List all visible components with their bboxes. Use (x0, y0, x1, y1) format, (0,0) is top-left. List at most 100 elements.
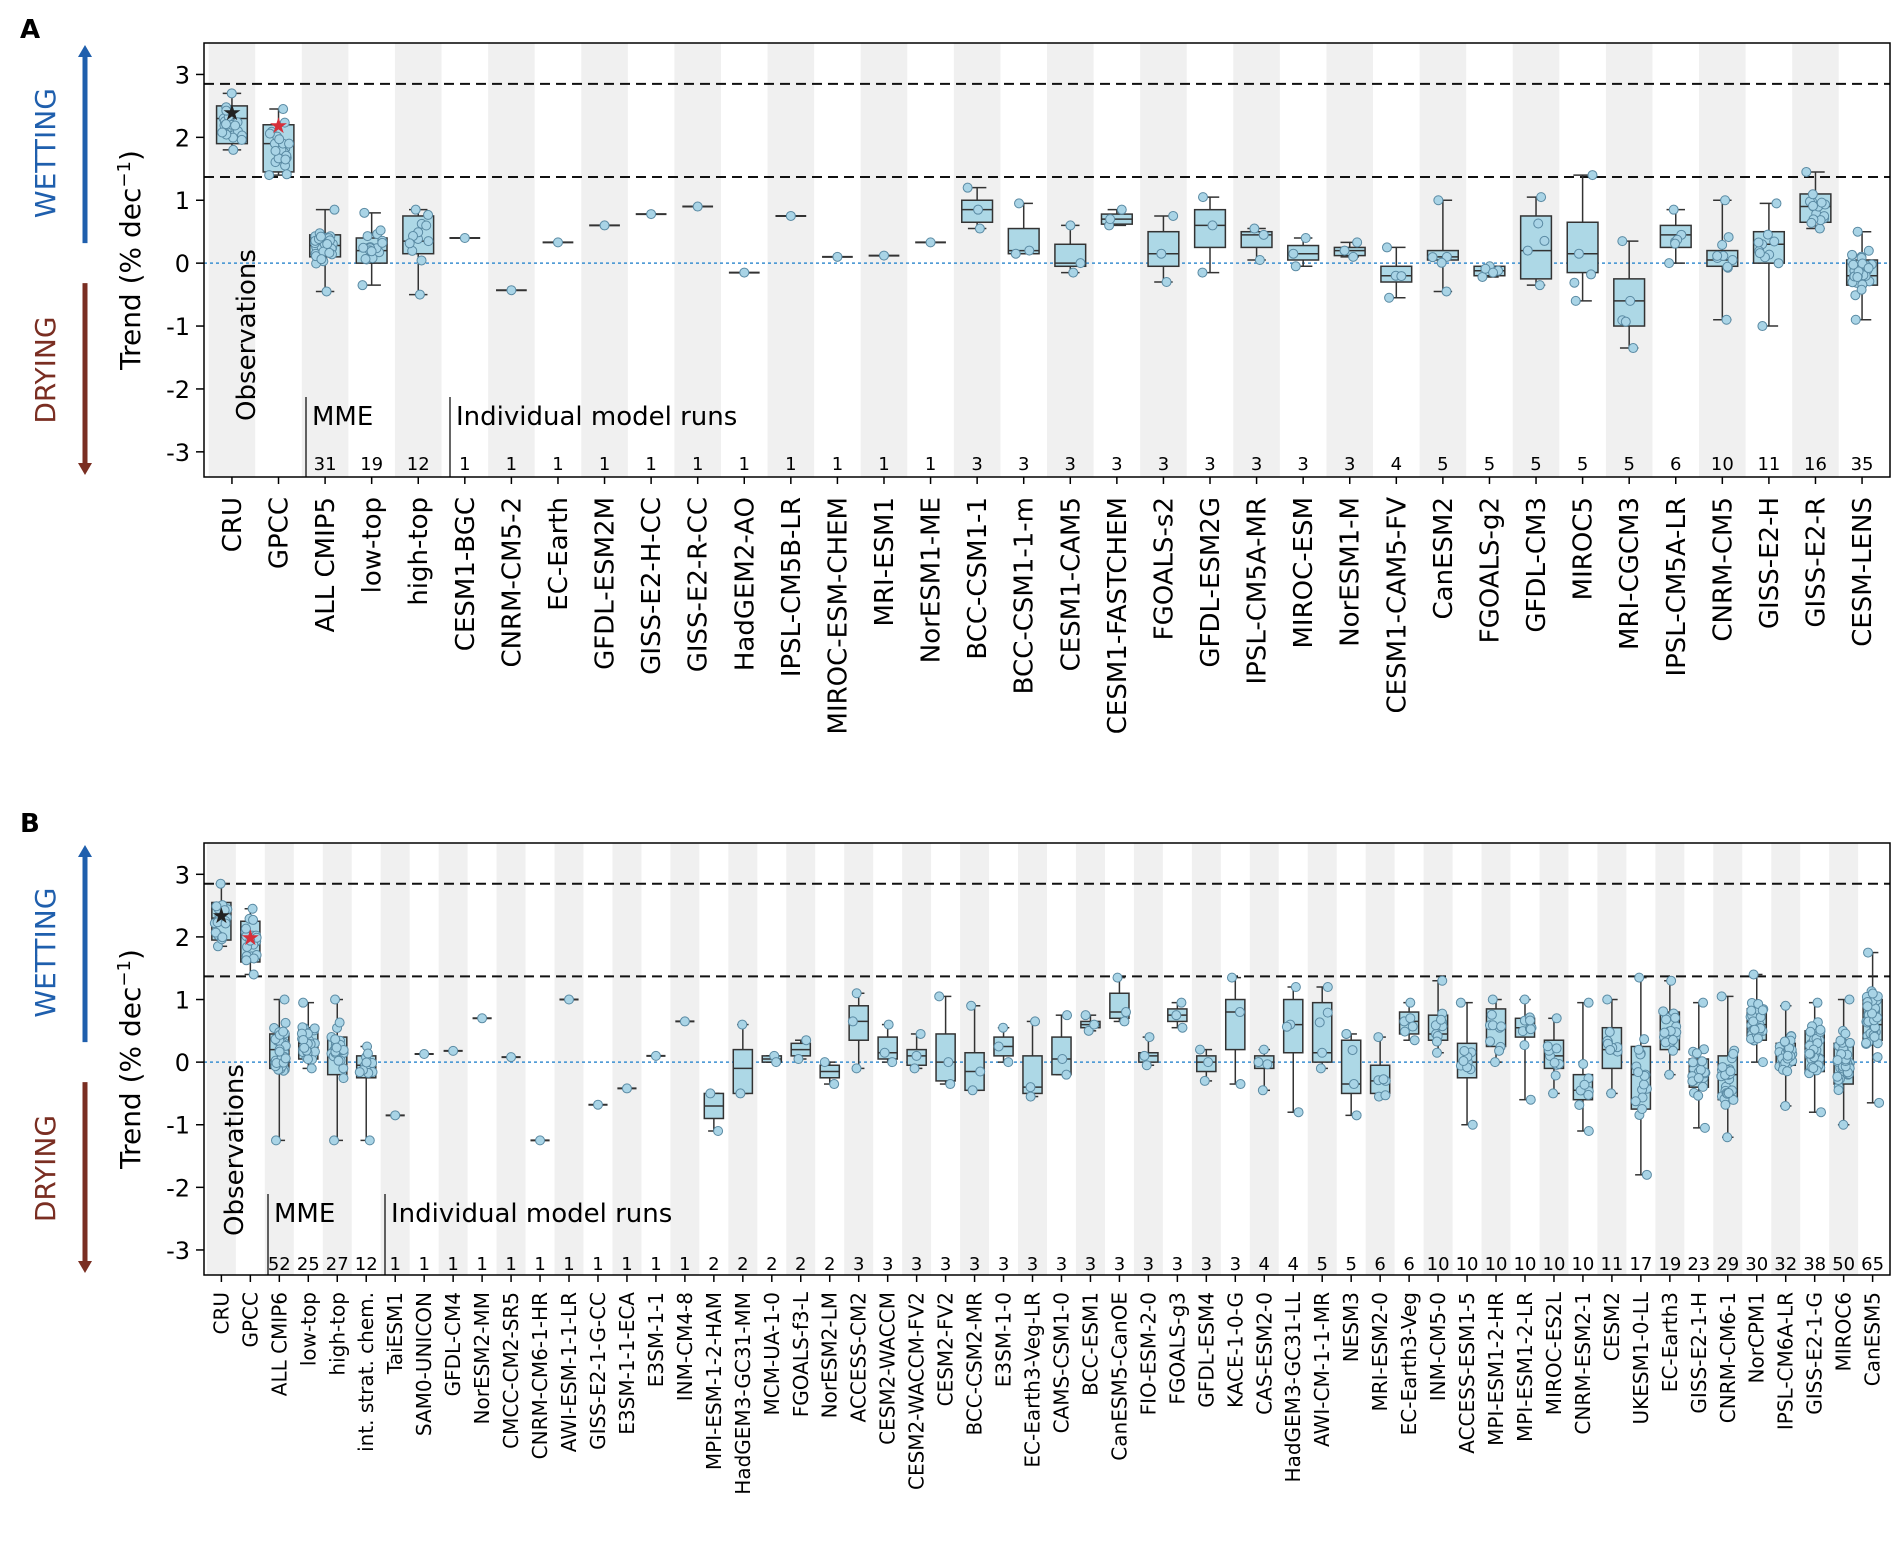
data-point (1380, 1090, 1391, 1101)
data-point (887, 1057, 898, 1068)
data-point (215, 878, 226, 889)
x-tick-label: low-top (296, 1292, 320, 1366)
x-tick-label: GFDL-CM4 (441, 1292, 465, 1396)
column-band (612, 843, 642, 1275)
x-tick-label: AWI-ESM-1-1-LR (557, 1292, 581, 1452)
data-point (1203, 1057, 1214, 1068)
data-point (211, 901, 222, 912)
run-count: 2 (766, 1254, 777, 1275)
run-count: 12 (407, 454, 430, 475)
panel-label: A (20, 15, 40, 45)
data-point (477, 1013, 488, 1024)
box-high-top: 27 high-top (325, 994, 349, 1376)
data-point (1003, 1057, 1014, 1068)
box-EC-Earth3: 19 EC-Earth3 (1658, 975, 1682, 1392)
run-count: 1 (650, 1254, 661, 1275)
data-point (1455, 997, 1466, 1008)
data-point (1753, 237, 1764, 248)
data-point (1617, 236, 1628, 247)
x-tick-label: EC-Earth (544, 497, 574, 611)
data-point (364, 1135, 375, 1146)
data-point (1748, 969, 1759, 980)
data-point (1670, 1012, 1681, 1023)
wetting-arrowhead (78, 45, 92, 57)
column-band (438, 843, 468, 1275)
data-point (1293, 1107, 1304, 1118)
data-point (1573, 248, 1584, 259)
y-tick-label: -1 (166, 1112, 190, 1140)
box-MCM-UA-1-0: 2 MCM-UA-1-0 (760, 1050, 784, 1415)
data-point (1812, 997, 1823, 1008)
run-count: 1 (621, 1254, 632, 1275)
wetting-label: WETTING (29, 888, 62, 1018)
data-point (1433, 195, 1444, 206)
drying-arrowhead (78, 1261, 92, 1273)
data-point (248, 914, 259, 925)
y-axis-label: Trend (% dec−1) (114, 150, 148, 371)
x-tick-label: GISS-E2-H-CC (637, 497, 667, 675)
data-point (832, 251, 843, 262)
observation-star: ★ (212, 904, 232, 929)
mme-label: MME (274, 1199, 335, 1229)
data-point (448, 1045, 459, 1056)
x-tick-label: NorCPM1 (1745, 1292, 1769, 1383)
run-count: 5 (1316, 1254, 1327, 1275)
data-point (1322, 1007, 1333, 1018)
y-tick-label: 3 (175, 61, 190, 89)
data-point (1347, 1045, 1358, 1056)
box-MRI-ESM2-0: 6 MRI-ESM2-0 (1368, 1032, 1392, 1412)
box-NESM3: 5 NESM3 (1339, 1028, 1363, 1362)
data-point (322, 239, 333, 250)
data-point (1869, 1031, 1880, 1042)
data-point (1405, 997, 1416, 1008)
data-point (1782, 1050, 1793, 1061)
box-AWI-ESM-1-1-LR: 1 AWI-ESM-1-1-LR (557, 994, 581, 1452)
data-point (1606, 1088, 1617, 1099)
box-int. strat. chem.: 12 int. strat. chem. (354, 1041, 378, 1452)
data-point (358, 242, 369, 253)
data-point (1782, 1066, 1793, 1077)
data-point (1833, 1085, 1844, 1096)
run-count: 4 (1391, 454, 1402, 475)
box-CAS-ESM2-0: 4 CAS-ESM2-0 (1252, 1044, 1276, 1415)
run-count: 4 (1259, 1254, 1270, 1275)
data-point (1089, 1019, 1100, 1030)
box-IPSL-CM5B-LR: 1 IPSL-CM5B-LR (775, 210, 807, 677)
data-point (1010, 248, 1021, 259)
x-tick-label: ALL CMIP5 (311, 497, 341, 633)
data-point (506, 285, 517, 296)
box-GFDL-ESM4: 3 GFDL-ESM4 (1194, 1044, 1218, 1408)
x-tick-label: GISS-E2-1-G-CC (586, 1292, 610, 1450)
x-tick-label: CanESM5-CanOE (1107, 1292, 1131, 1461)
column-band (554, 843, 584, 1275)
data-point (226, 88, 237, 99)
data-point (1161, 277, 1172, 288)
box-ACCESS-CM2: 3 ACCESS-CM2 (847, 988, 871, 1422)
data-point (321, 286, 332, 297)
data-point (1667, 1034, 1678, 1045)
x-tick-label: IPSL-CM6A-LR (1774, 1292, 1798, 1430)
data-point (1579, 1079, 1590, 1090)
wetting-label: WETTING (29, 88, 62, 218)
data-point (1699, 1122, 1710, 1133)
box-ALL CMIP5: 31 ALL CMIP5 (308, 204, 342, 633)
x-tick-label: IPSL-CM5B-LR (777, 497, 807, 677)
data-point (1691, 1048, 1702, 1059)
data-point (1062, 1010, 1073, 1021)
box-AWI-CM-1-1-MR: 5 AWI-CM-1-1-MR (1310, 982, 1334, 1447)
x-tick-label: GISS-E2-1-H (1687, 1292, 1711, 1414)
y-axis-label-superscript: −1 (114, 161, 135, 188)
x-tick-label: CESM2-FV2 (934, 1292, 958, 1406)
data-point (1850, 290, 1861, 301)
run-count: 11 (1600, 1254, 1623, 1275)
data-point (298, 997, 309, 1008)
x-tick-label: GISS-E2-H (1755, 497, 1785, 629)
x-tick-label: CESM2-WACCM-FV2 (905, 1292, 929, 1490)
box-FGOALS-g2: 5 FGOALS-g2 (1473, 261, 1506, 643)
data-point (1664, 258, 1675, 269)
box-CMCC-CM2-SR5: 1 CMCC-CM2-SR5 (499, 1052, 523, 1449)
data-point (331, 1042, 342, 1053)
data-point (1381, 242, 1392, 253)
data-point (1773, 258, 1784, 269)
run-count: 3 (911, 1254, 922, 1275)
